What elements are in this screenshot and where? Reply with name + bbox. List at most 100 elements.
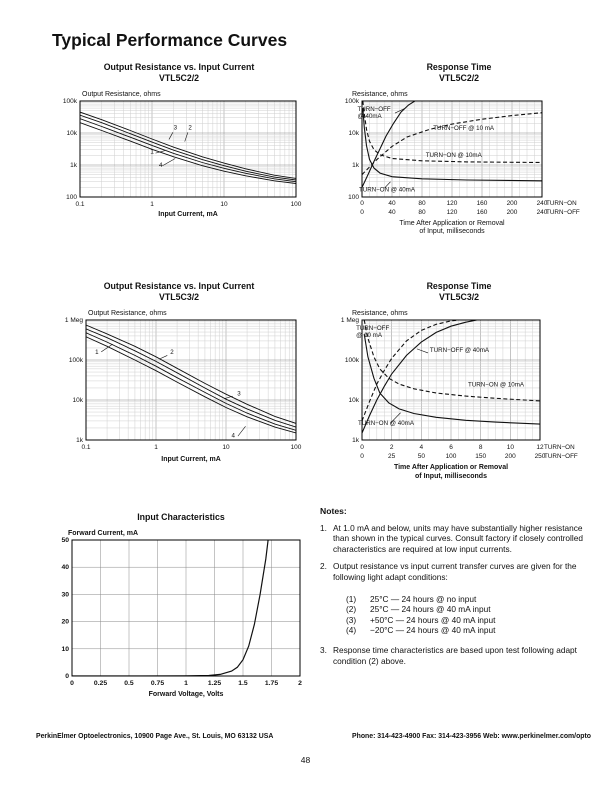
chart-text: 1 xyxy=(184,680,188,687)
page-title: Typical Performance Curves xyxy=(52,30,288,50)
annotation-lead-line xyxy=(416,348,429,354)
chart-text: 2 xyxy=(298,680,302,687)
annotation-lead-line xyxy=(160,355,168,359)
chart-text: of Input, milliseconds xyxy=(419,228,485,235)
plot-border xyxy=(361,100,543,198)
page-footer: PerkinElmer Optoelectronics, 10900 Page … xyxy=(36,733,591,740)
chart-svg-c3-output-resistance: 1 Meg 100k 10k 1k0.1 1 10 100 Input Current, mA… xyxy=(65,310,302,463)
chart-text: Output Resistance, ohms xyxy=(88,310,167,317)
note-item-2: 2. Output resistance vs input current tr… xyxy=(320,561,588,638)
chart-text: 25 xyxy=(388,453,396,460)
chart-text: Resistance, ohms xyxy=(352,91,408,98)
chart-text: TURN−ON @ 10mA xyxy=(426,152,483,159)
condition-text: +50°C — 24 hours @ 40 mA input xyxy=(370,614,496,625)
chart-text: Input Current, mA xyxy=(158,211,218,218)
chart-text: TURN−OFF @ 40mA xyxy=(430,347,490,354)
chart-text: TURN−ON xyxy=(546,200,577,207)
adapt-condition: (2) 25°C — 24 hours @ 40 mA input xyxy=(346,604,588,615)
chart-text: 100 xyxy=(291,444,302,451)
chart-text: 0 xyxy=(360,453,364,460)
condition-number: (3) xyxy=(346,614,357,625)
series-group xyxy=(362,320,540,434)
gridlines xyxy=(362,101,542,197)
chart-text: 200 xyxy=(507,209,518,216)
chart-text: 1 xyxy=(150,148,154,155)
chart-text: TURN−ON @ 40mA xyxy=(359,186,416,193)
series-condition-4 xyxy=(80,122,296,184)
chart-text: 12 xyxy=(536,444,544,451)
chart-text: 100 xyxy=(291,201,302,208)
chart-block-c2-response-time: Response Time VTL5C2/2 100k 10k 1k 100 0 0 40 4… xyxy=(330,62,588,239)
chart-text: 3 xyxy=(174,124,178,131)
chart-text: TURN−OFF xyxy=(546,209,580,216)
chart-text: 0 xyxy=(65,673,69,680)
series-condition-3 xyxy=(80,114,296,181)
chart-canvas-input-characteristics: 50 40 30 20 10 0 0 0.25 0.5 0.75 1 1.25 1.5 1.75 2 Forw… xyxy=(50,526,312,704)
annotation-lead-line xyxy=(389,412,401,424)
chart-text: 100k xyxy=(345,357,360,364)
series-condition-2 xyxy=(80,111,296,179)
footer-address: PerkinElmer Optoelectronics, 10900 Page … xyxy=(36,733,274,740)
chart-text: 100k xyxy=(69,357,84,364)
chart-text: of Input, milliseconds xyxy=(415,473,487,480)
chart-text: Time After Application or Removal xyxy=(399,220,505,227)
chart-text: 200 xyxy=(505,453,516,460)
annotation-lead-line xyxy=(224,395,233,399)
series-turn-on-40ma xyxy=(362,108,542,182)
chart-title: Input Characteristics xyxy=(137,512,225,522)
chart-text: TURN−OFF @ 40mA xyxy=(358,106,391,120)
plot-border xyxy=(79,100,297,198)
series-forward-current xyxy=(72,540,269,676)
condition-number: (2) xyxy=(346,604,357,615)
note-text: Response time characteristics are based … xyxy=(333,644,577,666)
condition-text: −20°C — 24 hours @ 40 mA input xyxy=(370,625,496,636)
axis-ticks: 50 40 30 20 10 00 0.25 0.5 0.75 1 1.25 1.5 1.75 2 xyxy=(61,537,302,687)
chart-text: 1 xyxy=(150,201,154,208)
annotation-lead-line xyxy=(394,107,406,114)
chart-block-c2-output-resistance: Output Resistance vs. Input Current VTL5… xyxy=(50,62,308,227)
chart-text: Input Current, mA xyxy=(161,456,221,463)
chart-text: 40 xyxy=(388,200,396,207)
adapt-condition: (1) 25°C — 24 hours @ no input xyxy=(346,594,588,605)
chart-text: 10k xyxy=(73,397,84,404)
chart-text: 1 xyxy=(95,349,99,356)
condition-text: 25°C — 24 hours @ no input xyxy=(370,593,477,604)
chart-text: TURN−OFF @ 10 mA xyxy=(356,325,389,339)
chart-text: 10 xyxy=(222,444,230,451)
chart-text: 0.5 xyxy=(124,680,134,687)
series-turn-off-40ma xyxy=(362,320,480,434)
chart-text: 150 xyxy=(475,453,486,460)
chart-text: 120 xyxy=(447,209,458,216)
chart-text: Time After Application or Removal xyxy=(394,464,508,471)
annotation-lead-line xyxy=(184,132,189,142)
chart-text: 0.25 xyxy=(94,680,107,687)
note-item-1: 1. At 1.0 mA and below, units may have s… xyxy=(320,523,588,555)
chart-text: 40 xyxy=(61,564,69,571)
plot-border xyxy=(85,319,297,441)
notes-heading: Notes: xyxy=(320,506,347,516)
chart-text: 0.1 xyxy=(75,201,84,208)
series-turn-off-10ma xyxy=(362,320,464,422)
annotation-lead-line xyxy=(237,426,246,437)
chart-block-input-characteristics: Input Characteristics 50 40 30 20 10 0 0 0.25 0.… xyxy=(50,512,312,704)
series-condition-4 xyxy=(86,336,296,434)
chart-text: 100 xyxy=(446,453,457,460)
chart-text: TURN−OFF @ 10 mA xyxy=(433,125,495,132)
chart-text: 1k xyxy=(76,437,84,444)
series-turn-on-10ma xyxy=(362,101,542,164)
annotation-lead-line xyxy=(101,343,113,353)
chart-subtitle: VTL5C2/2 xyxy=(158,73,200,83)
chart-text: 1 Meg xyxy=(341,317,359,324)
chart-text: 10k xyxy=(349,397,360,404)
chart-text: 1k xyxy=(352,162,360,169)
chart-text: 200 xyxy=(507,200,518,207)
chart-canvas-c3-response-time: 1 Meg 100k 10k 1k 0 0 2 25 4 50 6 100 8 150 10 200 12 250… xyxy=(338,306,588,486)
note-text-body: Output resistance vs input current trans… xyxy=(333,561,577,582)
chart-svg-c2-response-time: 100k10k1k1000040408080120120160160200200… xyxy=(345,91,580,235)
series-turn-off-40ma xyxy=(362,101,416,188)
chart-text: 3 xyxy=(237,390,241,397)
chart-text: 4 xyxy=(420,444,424,451)
chart-text: 250 xyxy=(535,453,546,460)
